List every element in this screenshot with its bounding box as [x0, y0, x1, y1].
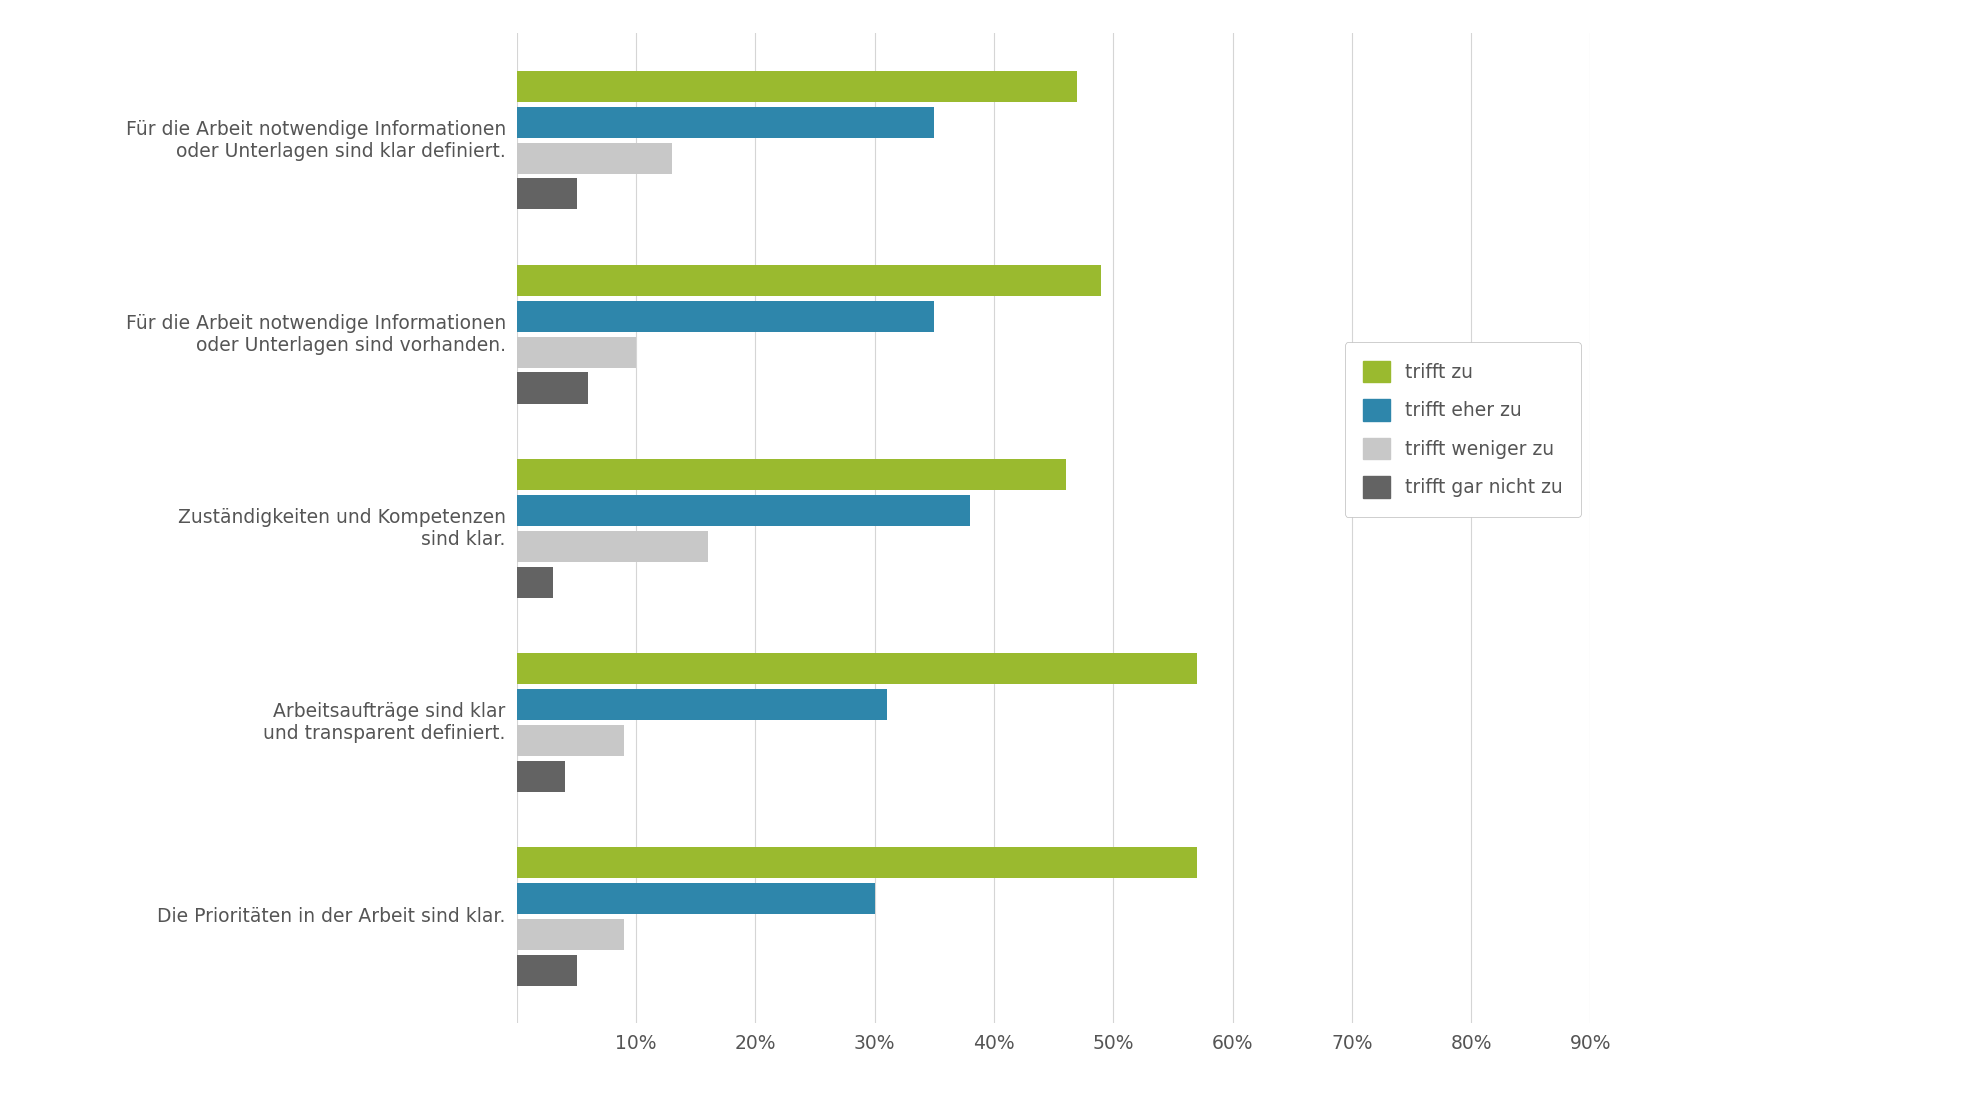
Bar — [517, 725, 624, 756]
Legend: trifft zu, trifft eher zu, trifft weniger zu, trifft gar nicht zu: trifft zu, trifft eher zu, trifft wenige… — [1344, 341, 1580, 517]
Bar — [517, 847, 1197, 878]
Bar — [517, 883, 875, 914]
Bar — [517, 178, 577, 209]
Bar — [517, 373, 588, 404]
Bar — [517, 919, 624, 950]
Bar — [517, 300, 934, 331]
Bar — [517, 459, 1066, 490]
Bar — [517, 761, 565, 792]
Bar — [517, 107, 934, 138]
Bar — [517, 653, 1197, 684]
Bar — [517, 566, 553, 597]
Bar — [517, 265, 1101, 296]
Bar — [517, 337, 636, 368]
Bar — [517, 530, 708, 562]
Bar — [517, 495, 970, 526]
Bar — [517, 688, 887, 719]
Bar — [517, 954, 577, 985]
Bar — [517, 142, 672, 173]
Bar — [517, 71, 1077, 102]
